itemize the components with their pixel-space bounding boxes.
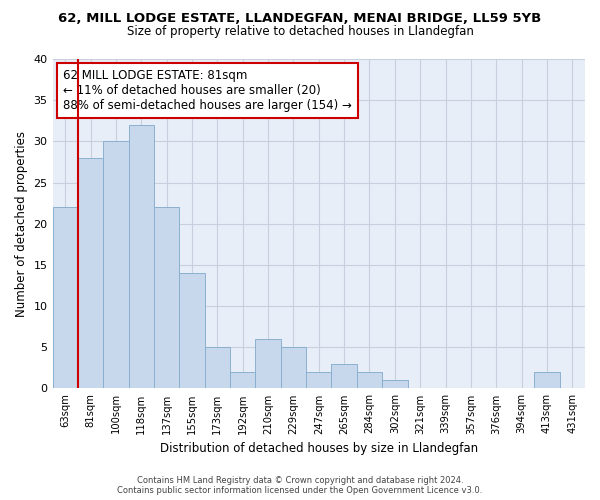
- Bar: [53, 207, 78, 388]
- Bar: [128, 125, 154, 388]
- Y-axis label: Number of detached properties: Number of detached properties: [15, 130, 28, 316]
- Bar: [331, 364, 357, 388]
- Bar: [382, 380, 407, 388]
- Bar: [256, 339, 281, 388]
- Text: 62, MILL LODGE ESTATE, LLANDEGFAN, MENAI BRIDGE, LL59 5YB: 62, MILL LODGE ESTATE, LLANDEGFAN, MENAI…: [58, 12, 542, 26]
- Bar: [281, 348, 306, 389]
- Bar: [230, 372, 256, 388]
- Text: Size of property relative to detached houses in Llandegfan: Size of property relative to detached ho…: [127, 25, 473, 38]
- Bar: [103, 142, 128, 388]
- Bar: [78, 158, 103, 388]
- Text: 62 MILL LODGE ESTATE: 81sqm
← 11% of detached houses are smaller (20)
88% of sem: 62 MILL LODGE ESTATE: 81sqm ← 11% of det…: [63, 69, 352, 112]
- Bar: [179, 273, 205, 388]
- Text: Contains HM Land Registry data © Crown copyright and database right 2024.
Contai: Contains HM Land Registry data © Crown c…: [118, 476, 482, 495]
- X-axis label: Distribution of detached houses by size in Llandegfan: Distribution of detached houses by size …: [160, 442, 478, 455]
- Bar: [154, 207, 179, 388]
- Bar: [205, 348, 230, 389]
- Bar: [357, 372, 382, 388]
- Bar: [534, 372, 560, 388]
- Bar: [306, 372, 331, 388]
